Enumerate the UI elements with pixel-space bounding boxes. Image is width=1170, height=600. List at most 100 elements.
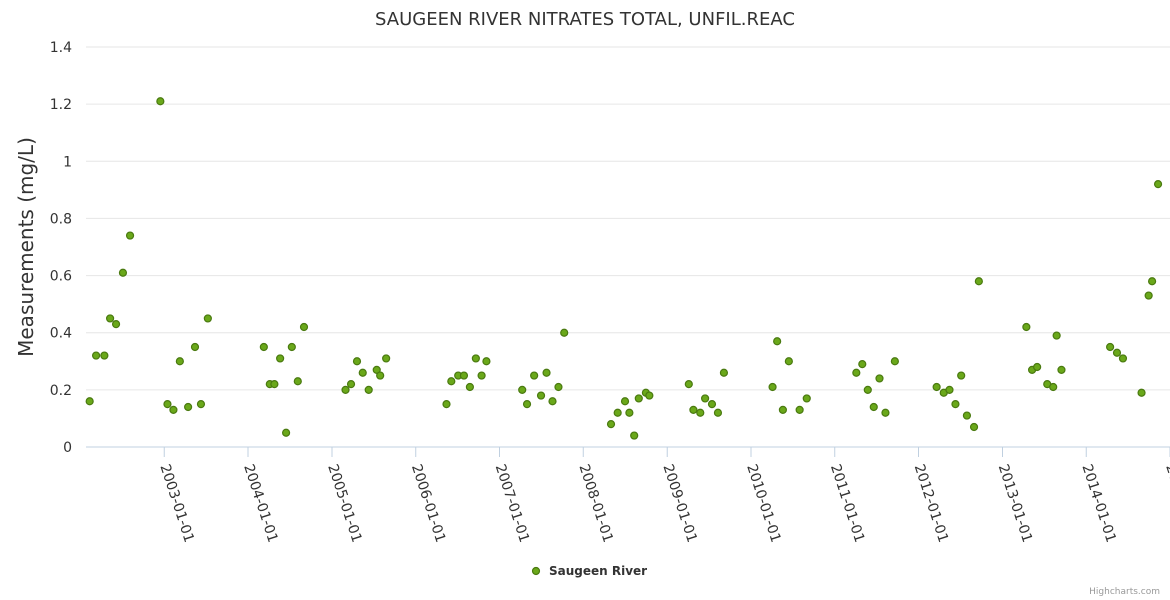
data-point[interactable]	[957, 371, 966, 380]
data-point[interactable]	[276, 354, 285, 363]
data-point[interactable]	[376, 371, 385, 380]
data-point[interactable]	[863, 385, 872, 394]
data-point[interactable]	[364, 385, 373, 394]
data-point[interactable]	[554, 382, 563, 392]
data-point[interactable]	[105, 314, 115, 323]
data-point[interactable]	[287, 342, 296, 352]
data-point[interactable]	[778, 405, 787, 414]
data-point[interactable]	[875, 374, 884, 383]
data-point[interactable]	[536, 391, 546, 400]
data-point[interactable]	[1144, 291, 1153, 300]
legend[interactable]: Saugeen River	[531, 564, 648, 578]
credits-link[interactable]: Highcharts.com	[1089, 587, 1160, 597]
data-point[interactable]	[773, 337, 782, 346]
data-point[interactable]	[91, 351, 101, 360]
data-point[interactable]	[560, 328, 569, 337]
data-point[interactable]	[203, 314, 212, 323]
data-point[interactable]	[293, 377, 302, 386]
x-tick-label: 2012-01-01	[911, 462, 951, 544]
data-point[interactable]	[1106, 342, 1115, 352]
data-point[interactable]	[719, 368, 729, 377]
data-point[interactable]	[974, 277, 983, 286]
data-point[interactable]	[802, 394, 811, 403]
data-point[interactable]	[713, 408, 723, 417]
data-point[interactable]	[169, 405, 178, 414]
data-point[interactable]	[645, 391, 654, 400]
data-point[interactable]	[125, 231, 135, 240]
data-point[interactable]	[881, 408, 890, 417]
data-point[interactable]	[346, 380, 356, 389]
data-point[interactable]	[634, 394, 643, 403]
legend-item-saugeen-river[interactable]: Saugeen River	[549, 564, 647, 578]
data-point[interactable]	[85, 397, 94, 406]
data-point[interactable]	[118, 268, 128, 277]
data-point[interactable]	[530, 371, 539, 380]
data-point[interactable]	[795, 405, 804, 414]
data-point[interactable]	[184, 402, 193, 412]
data-point[interactable]	[522, 400, 532, 409]
data-point[interactable]	[1118, 354, 1128, 363]
data-point[interactable]	[696, 408, 705, 417]
x-tick-label: 2015-	[1162, 462, 1170, 506]
data-point[interactable]	[100, 351, 109, 360]
data-point[interactable]	[270, 380, 279, 389]
data-point[interactable]	[784, 357, 793, 366]
data-point[interactable]	[259, 342, 268, 352]
data-point[interactable]	[1049, 382, 1058, 392]
data-point[interactable]	[471, 354, 480, 363]
data-point[interactable]	[951, 400, 960, 409]
data-point[interactable]	[1057, 365, 1066, 374]
data-point[interactable]	[768, 382, 777, 392]
data-point[interactable]	[341, 385, 350, 394]
data-point[interactable]	[625, 408, 634, 417]
y-axis-ticks: 0 0.2 0.4 0.6 0.8 1 1.2 1.4	[50, 40, 72, 456]
data-point[interactable]	[1033, 362, 1042, 372]
data-point[interactable]	[1052, 331, 1061, 340]
data-point[interactable]	[190, 342, 200, 352]
data-point[interactable]	[1148, 277, 1157, 286]
data-point[interactable]	[299, 322, 309, 332]
data-point[interactable]	[111, 320, 121, 329]
data-point[interactable]	[281, 428, 291, 437]
data-point[interactable]	[630, 431, 639, 440]
data-point[interactable]	[684, 380, 693, 389]
data-point[interactable]	[477, 371, 486, 380]
data-point[interactable]	[689, 405, 698, 414]
data-point[interactable]	[548, 397, 557, 406]
data-point[interactable]	[358, 368, 367, 377]
data-point[interactable]	[620, 397, 630, 406]
data-point[interactable]	[613, 408, 622, 417]
data-point[interactable]	[163, 400, 172, 409]
data-point[interactable]	[1137, 388, 1146, 397]
data-point[interactable]	[962, 411, 972, 420]
data-point[interactable]	[518, 385, 527, 394]
data-point[interactable]	[1153, 180, 1163, 189]
data-points[interactable]	[85, 97, 1163, 440]
data-point[interactable]	[196, 400, 206, 409]
data-point[interactable]	[852, 368, 861, 377]
data-point[interactable]	[156, 97, 165, 106]
data-point[interactable]	[1022, 322, 1031, 332]
data-point[interactable]	[465, 382, 474, 392]
x-tick-label: 2013-01-01	[995, 462, 1035, 544]
data-point[interactable]	[932, 382, 941, 392]
data-point[interactable]	[606, 420, 616, 429]
data-point[interactable]	[707, 400, 717, 409]
data-point[interactable]	[442, 400, 451, 409]
y-tick-label: 1.4	[50, 40, 72, 56]
data-point[interactable]	[701, 394, 710, 403]
data-point[interactable]	[542, 368, 551, 377]
data-point[interactable]	[352, 357, 362, 366]
data-point[interactable]	[459, 371, 469, 380]
data-point[interactable]	[175, 357, 184, 366]
data-point[interactable]	[858, 360, 867, 369]
data-point[interactable]	[482, 357, 491, 366]
data-point[interactable]	[969, 422, 979, 432]
data-point[interactable]	[945, 385, 954, 394]
legend-marker-saugeen-river[interactable]	[531, 566, 541, 576]
data-point[interactable]	[447, 377, 456, 386]
data-point[interactable]	[869, 402, 878, 412]
data-point[interactable]	[1112, 348, 1122, 357]
data-point[interactable]	[382, 354, 391, 363]
data-point[interactable]	[890, 357, 899, 366]
